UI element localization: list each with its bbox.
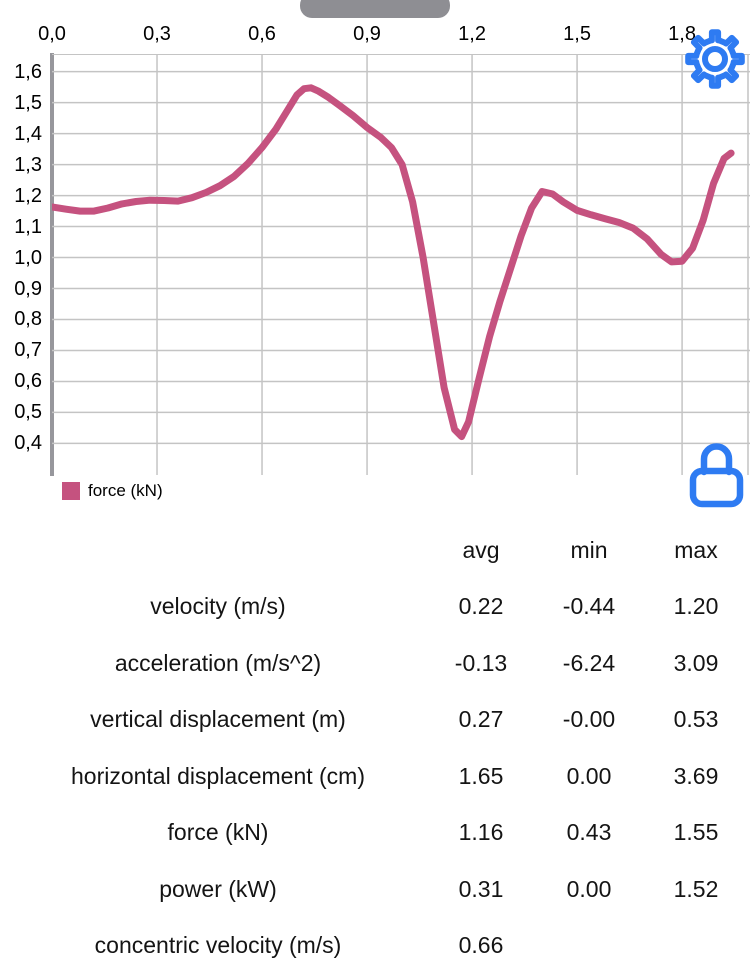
legend-label: force (kN) — [88, 481, 163, 500]
metric-min: -0.00 — [562, 706, 616, 733]
metric-avg: 0.22 — [458, 593, 504, 620]
metric-max: 1.52 — [673, 875, 719, 902]
y-tick: 1,5 — [14, 91, 42, 114]
y-tick: 1,4 — [14, 122, 42, 145]
metric-avg: 0.27 — [458, 706, 504, 733]
y-tick: 1,6 — [14, 60, 42, 83]
chart-panel: 0,0 0,3 0,6 0,9 1,2 1,5 1,8 1,6 1,5 1,4 1,3 1,2 1,1… — [14, 0, 750, 508]
settings-button[interactable] — [682, 26, 748, 92]
col-header-avg: avg — [462, 536, 500, 563]
metric-min: 0.00 — [566, 875, 612, 902]
x-tick: 0,6 — [248, 23, 276, 45]
metric-avg: 0.66 — [458, 932, 504, 959]
legend-swatch — [62, 481, 80, 500]
metric-label: velocity (m/s) — [150, 593, 286, 620]
force-line-chart — [52, 54, 750, 475]
metric-label: force (kN) — [167, 819, 269, 846]
metric-min: -0.44 — [562, 593, 616, 620]
x-tick: 0,3 — [143, 23, 171, 45]
lock-icon — [689, 443, 744, 508]
x-tick: 1,2 — [458, 23, 486, 45]
metric-label: vertical displacement (m) — [90, 706, 346, 733]
col-header-max: max — [674, 536, 718, 563]
lock-button[interactable] — [688, 442, 744, 508]
metric-max: 0.53 — [673, 706, 719, 733]
y-tick: 1,0 — [14, 246, 42, 269]
chart-legend: force (kN) — [62, 481, 163, 500]
metric-avg: 0.31 — [458, 875, 504, 902]
metric-max: 3.09 — [673, 649, 719, 676]
metric-avg: -0.13 — [454, 649, 508, 676]
metric-max — [652, 918, 740, 975]
row-label-header — [0, 522, 436, 579]
y-tick: 1,2 — [14, 184, 42, 207]
y-tick: 0,9 — [14, 277, 42, 300]
x-tick: 1,5 — [563, 23, 591, 45]
gear-icon — [685, 29, 745, 89]
metric-min: -6.24 — [562, 649, 616, 676]
y-tick: 0,5 — [14, 401, 42, 424]
stats-table: avg min max velocity (m/s) 0.22 -0.44 1.… — [0, 522, 740, 974]
series-force-kN- — [52, 84, 735, 441]
metric-min: 0.43 — [566, 819, 612, 846]
metric-max: 1.20 — [673, 593, 719, 620]
y-tick: 1,1 — [14, 215, 42, 238]
metric-max: 1.55 — [673, 819, 719, 846]
metric-label: concentric velocity (m/s) — [94, 932, 342, 959]
metric-label: horizontal displacement (cm) — [70, 762, 365, 789]
metric-avg: 1.65 — [458, 762, 504, 789]
y-tick: 0,6 — [14, 370, 42, 393]
y-tick: 1,3 — [14, 153, 42, 176]
metric-max: 3.69 — [673, 762, 719, 789]
metric-min — [526, 918, 652, 975]
y-tick: 0,8 — [14, 308, 42, 331]
x-tick: 0,0 — [38, 23, 66, 45]
metric-label: acceleration (m/s^2) — [114, 649, 322, 676]
x-tick: 1,8 — [668, 23, 696, 45]
sheet-drag-handle[interactable] — [300, 0, 450, 18]
x-tick: 0,9 — [353, 23, 381, 45]
y-axis-line — [50, 53, 54, 476]
col-header-min: min — [570, 536, 608, 563]
metric-label: power (kW) — [159, 875, 277, 902]
metric-min: 0.00 — [566, 762, 612, 789]
y-tick: 0,4 — [14, 432, 42, 455]
y-tick: 0,7 — [14, 339, 42, 362]
metric-avg: 1.16 — [458, 819, 504, 846]
